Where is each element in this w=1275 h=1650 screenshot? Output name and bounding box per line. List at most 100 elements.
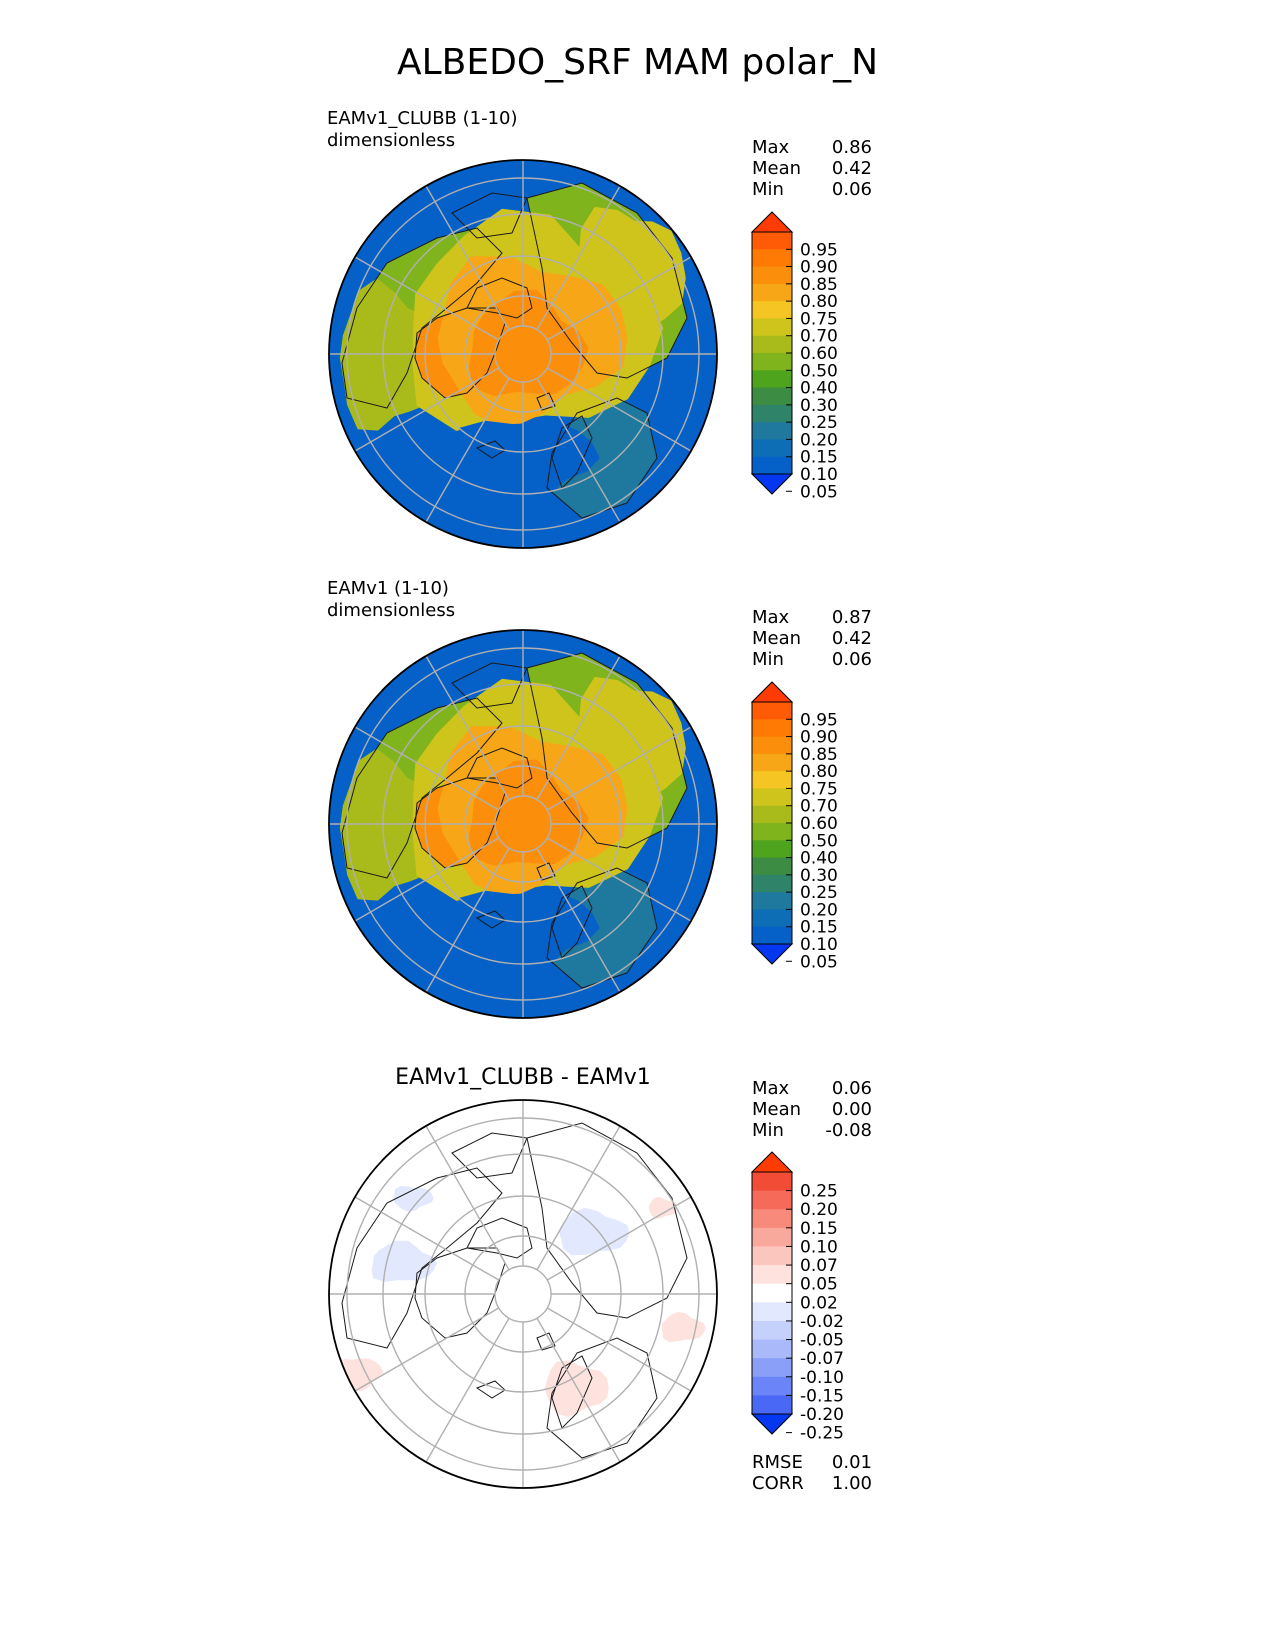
colorbar-segment	[752, 370, 792, 389]
colorbar-tick-label: 0.60	[800, 344, 838, 364]
panel-2-units: dimensionless	[327, 600, 456, 621]
stat-max: Max 0.06	[752, 1078, 872, 1100]
coastline-svalbard	[536, 392, 556, 411]
coastline-canada	[341, 1167, 503, 1349]
meridian-line	[546, 837, 692, 922]
land-europe	[547, 868, 657, 988]
colorbar-segment	[752, 1227, 792, 1247]
colorbar-segment	[752, 266, 792, 285]
atlantic-ice-free	[455, 890, 600, 973]
colorbar-segment	[752, 1376, 792, 1396]
colorbar-tick-label: 0.85	[800, 275, 838, 295]
coastline-canada	[341, 227, 503, 409]
panel-1-units: dimensionless	[327, 130, 456, 151]
coastline-canada	[341, 697, 503, 879]
colorbar-tick-label: 0.40	[800, 379, 838, 399]
colorbar-tick-label: 0.15	[800, 918, 838, 938]
stat-value: 0.06	[831, 649, 872, 670]
stat-value: 0.42	[831, 158, 872, 179]
colorbar-segment	[752, 1172, 792, 1192]
colorbar-tick-label: 0.10	[800, 935, 838, 955]
stat-min: Min -0.08	[752, 1120, 872, 1142]
meridian-line	[354, 256, 500, 341]
figure-title: ALBEDO_SRF MAM polar_N	[396, 42, 879, 83]
colorbar-tick-label: 0.02	[800, 1293, 838, 1313]
meridian-line	[425, 847, 510, 993]
colorbar-tick-label: 0.25	[800, 883, 838, 903]
colorbar-segment	[752, 283, 792, 302]
colorbar-tick-label: 0.80	[800, 292, 838, 312]
colorbar-tick-label: 0.20	[800, 900, 838, 920]
land-europe	[547, 398, 657, 518]
colorbar-tick-label: 0.25	[800, 1182, 838, 1202]
colorbar-tick-label: 0.70	[800, 797, 838, 817]
colorbar-segment	[752, 335, 792, 354]
colorbar-tick-label: 0.70	[800, 327, 838, 347]
colorbar-tick-label: 0.10	[800, 465, 838, 485]
colorbar-over-arrow	[750, 211, 794, 233]
meridian-line	[536, 377, 621, 523]
colorbar-tick-label: 0.30	[800, 866, 838, 886]
stat-value: 0.00	[831, 1099, 872, 1120]
metric-value: 0.01	[831, 1452, 872, 1473]
meridian-line	[546, 726, 692, 811]
graticule	[329, 1100, 717, 1488]
colorbar-tick-label: 0.40	[800, 849, 838, 869]
colorbar-segment	[752, 719, 792, 738]
meridian-line	[425, 377, 510, 523]
colorbar-tick-label: -0.07	[800, 1349, 844, 1369]
stat-label: Max	[752, 607, 790, 628]
colorbar-segment	[752, 874, 792, 893]
meridian-line	[354, 1196, 500, 1281]
colorbar-tick-label: -0.15	[800, 1386, 844, 1406]
meridian-line	[354, 837, 500, 922]
coastline-svalbard	[536, 1332, 556, 1351]
stat-max: Max 0.86	[752, 137, 872, 159]
colorbar-segment	[752, 1190, 792, 1210]
stat-value: -0.08	[825, 1120, 872, 1141]
stat-label: Mean	[752, 1099, 802, 1120]
colorbar-tick-label: 0.75	[800, 779, 838, 799]
panel-2-stats: Max 0.87 Mean 0.42 Min 0.06	[752, 607, 872, 673]
meridian-line	[536, 847, 621, 993]
colorbar-segment	[752, 301, 792, 319]
panel-2-colorbar: 0.950.900.850.800.750.700.600.500.400.30…	[750, 681, 838, 972]
stat-label: Mean	[752, 628, 802, 649]
meridian-line	[425, 185, 510, 331]
colorbar-tick-label: 0.90	[800, 728, 838, 748]
metric-value: 1.00	[831, 1473, 872, 1494]
meridian-line	[425, 1317, 510, 1463]
colorbar-segment	[752, 318, 792, 337]
metric-rmse: RMSE 0.01	[752, 1452, 872, 1474]
colorbar-segment	[752, 1265, 792, 1285]
stat-label: Min	[752, 179, 784, 200]
meridian-line	[354, 726, 500, 811]
panel-1-name: EAMv1_CLUBB (1-10)	[327, 108, 518, 129]
colorbar-under-arrow	[750, 1413, 794, 1435]
panel-3-colorbar: 0.250.200.150.100.070.050.02-0.02-0.05-0…	[750, 1151, 844, 1444]
stat-mean: Mean 0.42	[752, 628, 872, 650]
meridian-line	[354, 1307, 500, 1392]
colorbar-tick-label: -0.05	[800, 1331, 844, 1351]
meridian-line	[425, 655, 510, 801]
colorbar-segment	[752, 823, 792, 841]
colorbar-frame	[751, 1171, 793, 1415]
colorbar-segment	[752, 249, 792, 268]
panel-1-stats: Max 0.86 Mean 0.42 Min 0.06	[752, 137, 872, 203]
colorbar-tick-label: 0.60	[800, 814, 838, 834]
meridian-line	[546, 367, 692, 452]
meridian-line	[536, 1125, 621, 1271]
colorbar-tick-label: 0.25	[800, 413, 838, 433]
stat-value: 0.86	[831, 137, 872, 158]
colorbar-segment	[752, 404, 792, 423]
colorbar-segment	[752, 892, 792, 910]
coastline-alaska	[451, 1132, 528, 1179]
colorbar-tick-label: 0.10	[800, 1237, 838, 1257]
colorbar-segment	[752, 857, 792, 876]
panel-3-title: EAMv1_CLUBB - EAMv1	[395, 1065, 651, 1090]
colorbar-tick-label: 0.30	[800, 396, 838, 416]
colorbar-segment	[752, 439, 792, 458]
stat-label: Mean	[752, 158, 802, 179]
stat-min: Min 0.06	[752, 179, 872, 201]
meridian-line	[536, 185, 621, 331]
